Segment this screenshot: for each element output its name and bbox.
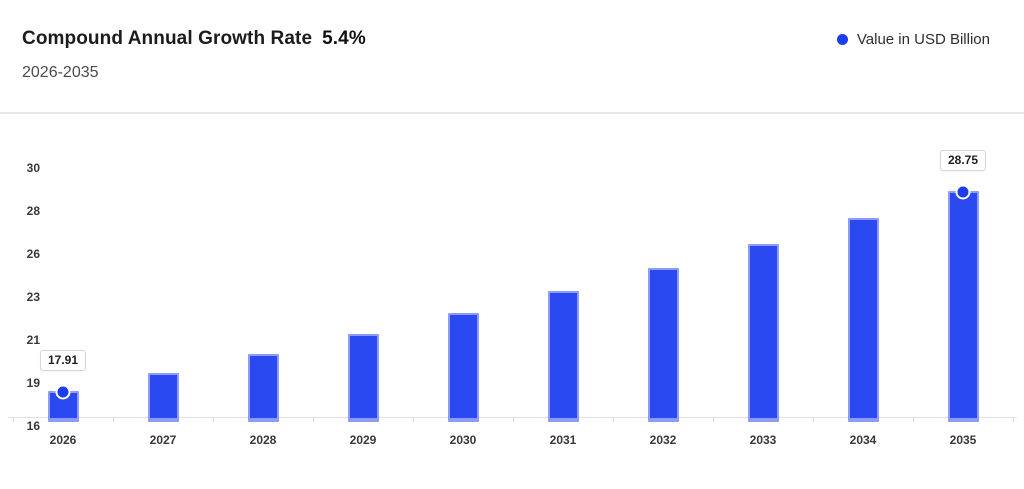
x-axis-label: 2030 bbox=[449, 433, 477, 447]
title-text: Compound Annual Growth Rate bbox=[22, 28, 313, 49]
legend-item[interactable]: Value in USD Billion bbox=[836, 31, 990, 48]
x-axis-tick bbox=[413, 417, 414, 422]
y-axis-label: 19 bbox=[26, 376, 40, 390]
x-axis-label: 2032 bbox=[649, 433, 677, 447]
header-divider bbox=[0, 112, 1024, 114]
bar-2029[interactable] bbox=[347, 334, 379, 422]
y-axis-label: 30 bbox=[26, 161, 40, 175]
x-axis-tick bbox=[613, 417, 614, 422]
bar-2028[interactable] bbox=[247, 354, 279, 422]
y-axis-label: 23 bbox=[26, 290, 40, 304]
legend-dot-icon bbox=[836, 34, 848, 45]
legend-label: Value in USD Billion bbox=[856, 31, 990, 48]
x-axis-tick bbox=[513, 417, 514, 422]
x-axis-tick bbox=[1013, 417, 1014, 422]
bar-2031[interactable] bbox=[547, 291, 579, 422]
value-label: 28.75 bbox=[939, 150, 987, 172]
x-axis-tick bbox=[213, 417, 214, 422]
x-axis-label: 2035 bbox=[949, 433, 977, 447]
chart-header: Compound Annual Growth Rate 5.4% 2026-203… bbox=[0, 0, 1024, 112]
bar-2034[interactable] bbox=[847, 218, 879, 422]
x-axis-label: 2029 bbox=[349, 433, 377, 447]
x-axis-label: 2031 bbox=[549, 433, 577, 447]
x-axis-label: 2033 bbox=[749, 433, 777, 447]
x-axis-label: 2026 bbox=[49, 433, 77, 447]
x-axis-label: 2027 bbox=[149, 433, 177, 447]
y-axis-label: 26 bbox=[26, 247, 40, 261]
x-axis-tick bbox=[113, 417, 114, 422]
x-axis-tick bbox=[813, 417, 814, 422]
x-axis-tick bbox=[313, 417, 314, 422]
x-axis-line bbox=[8, 417, 1017, 418]
data-point-marker bbox=[55, 384, 71, 400]
y-axis-label: 21 bbox=[26, 333, 40, 347]
x-axis-tick bbox=[913, 417, 914, 422]
bar-2033[interactable] bbox=[747, 243, 779, 422]
page-title: Compound Annual Growth Rate 5.4% bbox=[22, 28, 366, 50]
bar-2030[interactable] bbox=[447, 313, 479, 422]
x-axis-tick bbox=[13, 417, 14, 422]
bar-2032[interactable] bbox=[647, 268, 679, 422]
x-axis-label: 2034 bbox=[849, 433, 877, 447]
title-growth-value: 5.4% bbox=[322, 28, 366, 49]
value-label: 17.91 bbox=[39, 349, 87, 371]
bar-2035[interactable] bbox=[947, 191, 979, 422]
bar-2027[interactable] bbox=[147, 372, 179, 422]
x-axis-label: 2028 bbox=[249, 433, 277, 447]
data-point-marker bbox=[955, 184, 971, 200]
x-axis-tick bbox=[713, 417, 714, 422]
chart-subtitle: 2026-2035 bbox=[22, 64, 99, 81]
y-axis-label: 16 bbox=[26, 419, 40, 433]
y-axis-label: 28 bbox=[26, 204, 40, 218]
